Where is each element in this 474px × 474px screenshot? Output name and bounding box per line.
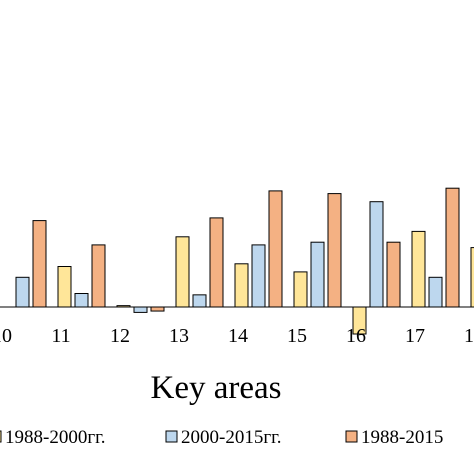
bar-2-17	[428, 276, 443, 308]
bar-2-14	[251, 244, 266, 308]
bar-2-15	[310, 241, 325, 308]
x-tick-label: 11	[51, 325, 70, 347]
x-tick-label: 18	[464, 325, 474, 347]
x-axis-title: Key areas	[150, 370, 281, 406]
bar-2-12	[133, 306, 148, 313]
legend-swatch	[165, 430, 178, 443]
bar-1-11	[57, 266, 72, 308]
bar-1-14	[234, 263, 249, 308]
legend-label: 1988-2000гг.	[5, 427, 106, 448]
bar-3-10	[32, 220, 47, 308]
legend-label: 1988-2015	[361, 427, 443, 448]
bar-3-16	[386, 241, 401, 308]
bars-layer	[15, 187, 474, 335]
bar-2-10	[15, 276, 30, 308]
x-tick-label: 10	[0, 325, 12, 347]
bar-1-13	[175, 236, 190, 308]
bar-2-16	[369, 201, 384, 308]
legend-swatch	[345, 430, 358, 443]
bar-3-14	[268, 190, 283, 308]
bar-1-15	[293, 271, 308, 308]
x-tick-label: 16	[346, 325, 366, 347]
bar-2-13	[192, 294, 207, 308]
x-tick-label: 14	[228, 325, 248, 347]
bar-3-17	[445, 187, 460, 308]
bar-1-17	[411, 230, 426, 308]
bar-3-11	[91, 244, 106, 308]
bar-3-12	[150, 306, 165, 312]
legend-label: 2000-2015гг.	[181, 427, 282, 448]
x-tick-label: 12	[110, 325, 130, 347]
x-tick-label: 13	[169, 325, 189, 347]
legend: 1988-2000гг. 2000-2015гг. 1988-2015	[0, 427, 443, 448]
bar-3-15	[327, 193, 342, 308]
bar-3-13	[209, 217, 224, 308]
legend-swatch	[0, 430, 2, 443]
bar-2-11	[74, 293, 89, 308]
bar-1-18	[470, 247, 474, 308]
x-tick-label: 17	[405, 325, 425, 347]
x-tick-label: 15	[287, 325, 307, 347]
x-tick-labels: 10 11 12 13 14 15 16 17 18	[0, 325, 474, 347]
